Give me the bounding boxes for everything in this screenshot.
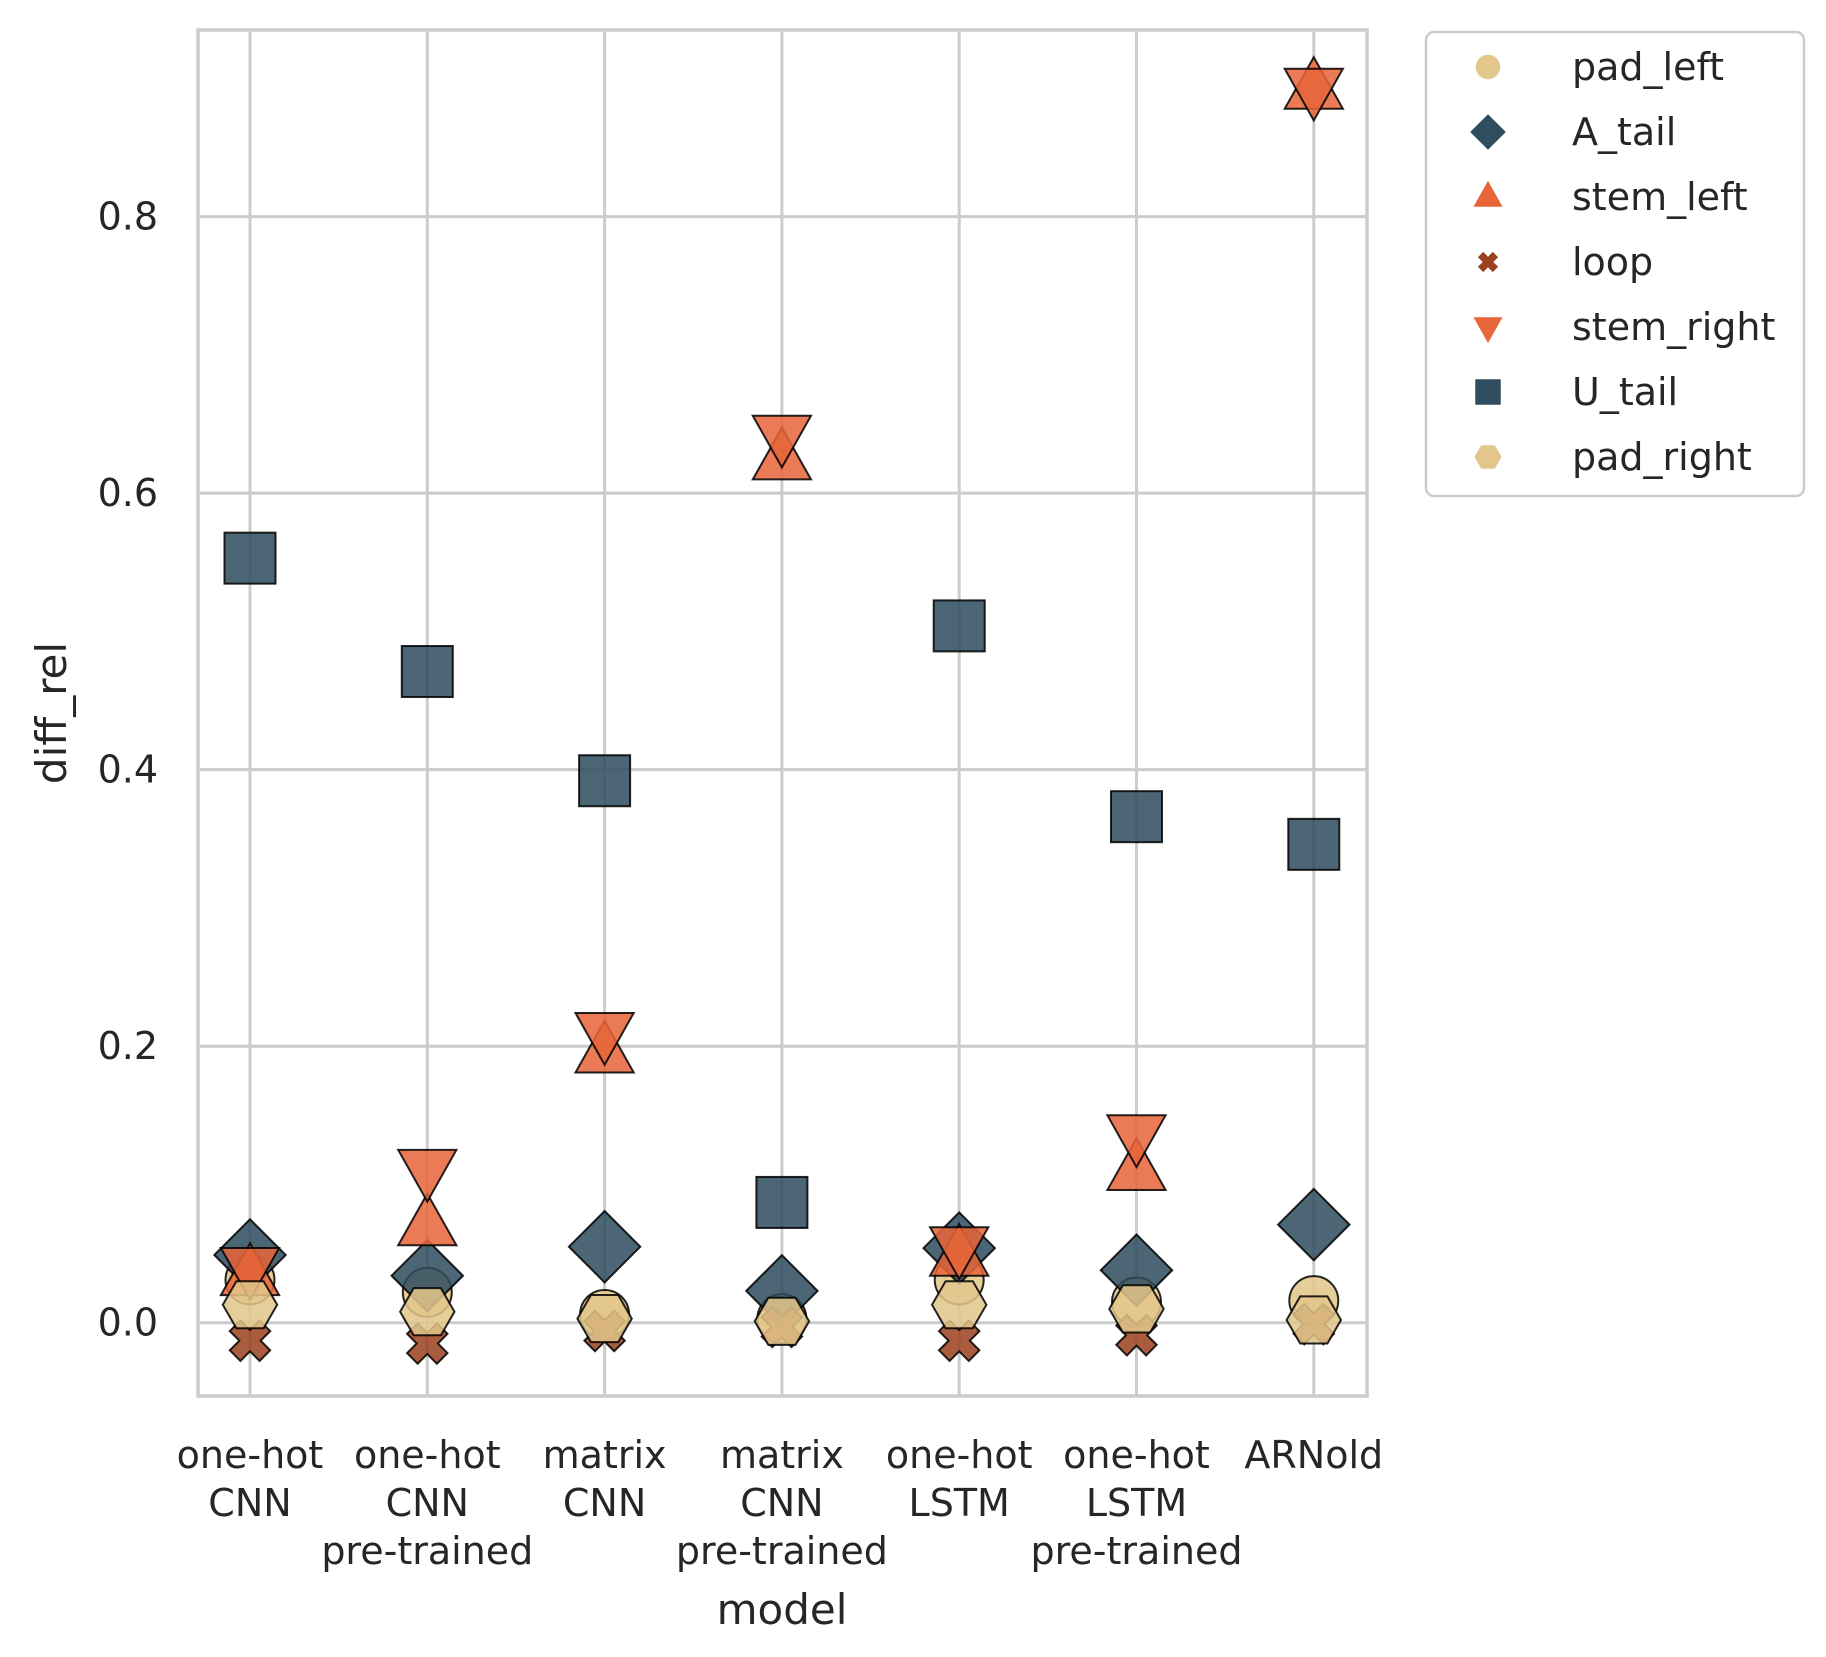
point-stem_right-6 — [1282, 67, 1345, 123]
legend-marker-loop — [1477, 251, 1499, 273]
point-pad_right-5 — [1108, 1284, 1165, 1334]
y-tick-label-4: 0.8 — [98, 195, 158, 239]
point-U_tail-0 — [223, 531, 277, 585]
point-pad_right-1 — [398, 1287, 456, 1337]
point-U_tail-4 — [932, 599, 986, 653]
legend-label-pad_right: pad_right — [1572, 435, 1752, 479]
plot-frame — [196, 28, 1369, 1398]
legend-frame — [1424, 30, 1806, 498]
legend-label-U_tail: U_tail — [1572, 370, 1678, 414]
legend-label-stem_left: stem_left — [1572, 175, 1748, 219]
point-U_tail-5 — [1110, 790, 1163, 844]
point-stem_right-2 — [573, 1012, 636, 1067]
y-tick-label-2: 0.4 — [98, 748, 158, 792]
data-points — [212, 55, 1351, 1366]
y-tick-label-0: 0.0 — [98, 1301, 158, 1345]
legend-marker-A_tail — [1470, 114, 1506, 150]
point-U_tail-1 — [400, 645, 454, 699]
x-tick-label-0: one-hot CNN — [177, 1433, 324, 1525]
y-tick-label-3: 0.6 — [98, 471, 158, 515]
legend-marker-stem_right — [1473, 317, 1503, 344]
legend-label-pad_left: pad_left — [1572, 45, 1724, 89]
point-stem_left-1 — [396, 1191, 459, 1247]
point-U_tail-3 — [755, 1175, 809, 1229]
x-tick-label-6: ARNold — [1244, 1433, 1383, 1477]
x-tick-label-3: matrix CNN pre-trained — [676, 1433, 888, 1573]
point-U_tail-2 — [578, 754, 632, 808]
point-pad_right-0 — [221, 1280, 279, 1330]
x-tick-label-2: matrix CNN — [543, 1433, 667, 1525]
grid — [198, 30, 1367, 1396]
point-stem_right-4 — [928, 1226, 991, 1282]
y-axis-ticks: 0.0 0.2 0.4 0.6 0.8 — [98, 195, 158, 1345]
legend-marker-stem_left — [1473, 180, 1503, 207]
legend-marker-pad_right — [1474, 445, 1502, 469]
point-U_tail-6 — [1287, 817, 1341, 871]
point-stem_right-0 — [219, 1247, 281, 1302]
point-pad_right-6 — [1285, 1295, 1343, 1345]
point-pad_right-3 — [753, 1296, 811, 1346]
legend-marker-pad_left — [1475, 54, 1501, 80]
legend-label-loop: loop — [1572, 240, 1653, 284]
y-axis-label: diff_rel — [27, 642, 76, 784]
point-stem_right-5 — [1105, 1114, 1168, 1170]
x-tick-label-1: one-hot CNN pre-trained — [321, 1433, 533, 1573]
x-tick-label-5: one-hot LSTM pre-trained — [1031, 1433, 1243, 1573]
point-pad_right-4 — [930, 1280, 988, 1330]
point-stem_right-3 — [751, 414, 813, 470]
legend-label-stem_right: stem_right — [1572, 305, 1775, 349]
y-tick-label-1: 0.2 — [98, 1024, 158, 1068]
point-A_tail-6 — [1276, 1187, 1351, 1262]
point-A_tail-2 — [567, 1209, 642, 1284]
x-tick-label-4: one-hot LSTM — [886, 1433, 1033, 1525]
x-axis-label: model — [717, 1585, 848, 1634]
point-pad_right-2 — [576, 1294, 633, 1344]
legend-label-A_tail: A_tail — [1572, 110, 1676, 154]
point-stem_right-1 — [396, 1148, 459, 1204]
legend-marker-U_tail — [1475, 379, 1501, 405]
